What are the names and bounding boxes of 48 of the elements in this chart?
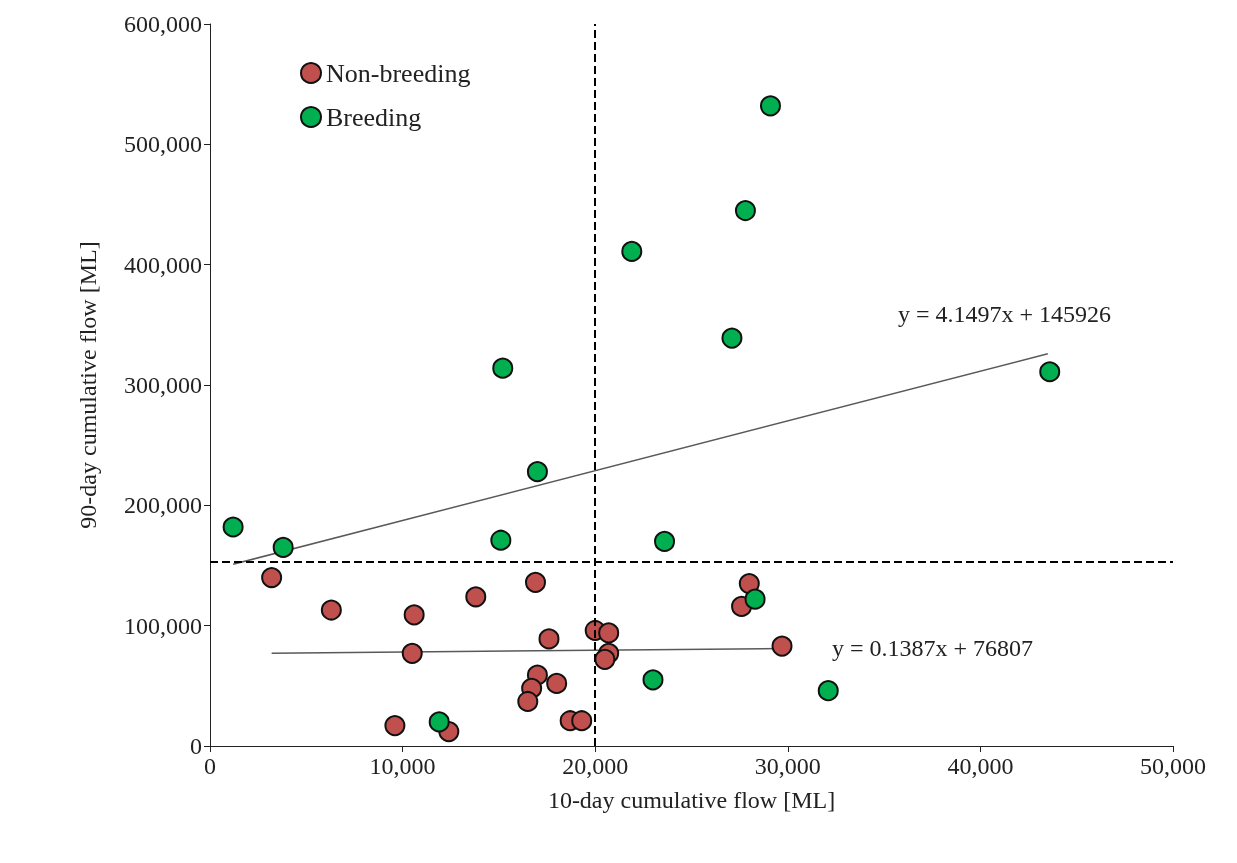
y-tick-label: 600,000 <box>124 11 202 37</box>
y-tick-label: 400,000 <box>124 251 202 278</box>
point <box>272 536 294 558</box>
y-tick-label: 500,000 <box>124 131 202 158</box>
point <box>598 622 620 644</box>
point <box>525 571 546 593</box>
point <box>428 711 450 733</box>
y-tick-label: 200,000 <box>124 492 202 519</box>
x-tick-label: 10,000 <box>369 753 436 779</box>
point <box>734 200 756 222</box>
annotation: y = 0.1387x + 76807 <box>832 635 1034 661</box>
point <box>546 672 568 694</box>
point <box>538 628 560 650</box>
point <box>517 690 539 712</box>
x-tick-label: 30,000 <box>754 753 821 779</box>
legend-label: Non-breeding <box>326 58 471 88</box>
point <box>320 599 342 621</box>
y-axis-title: 90-day cumulative flow [ML] <box>75 241 101 529</box>
point <box>594 648 616 670</box>
point <box>642 669 664 691</box>
x-axis-title: 10-day cumulative flow [ML] <box>547 787 836 813</box>
point <box>261 567 283 589</box>
point <box>738 573 760 595</box>
point <box>490 529 512 551</box>
point <box>492 357 514 379</box>
point <box>526 461 548 483</box>
y-tick-label: 100,000 <box>124 612 202 639</box>
point <box>222 516 244 538</box>
point <box>721 327 743 349</box>
point <box>771 635 793 657</box>
point <box>1039 361 1061 383</box>
point <box>571 710 593 732</box>
legend-label: Breeding <box>326 102 422 132</box>
x-tick-label: 20,000 <box>562 753 629 779</box>
point <box>621 240 643 262</box>
point <box>759 95 781 117</box>
y-tick-label: 300,000 <box>124 372 202 398</box>
x-tick-label: 40,000 <box>947 753 1014 779</box>
point <box>401 642 423 664</box>
point <box>817 680 839 702</box>
point <box>744 588 766 610</box>
point <box>465 586 487 608</box>
x-tick-label: 50,000 <box>1140 753 1206 779</box>
annotation: y = 4.1497x + 145926 <box>898 301 1112 327</box>
point <box>403 604 425 626</box>
y-tick-label: 0 <box>190 733 202 759</box>
point <box>654 530 676 552</box>
point <box>384 715 406 737</box>
